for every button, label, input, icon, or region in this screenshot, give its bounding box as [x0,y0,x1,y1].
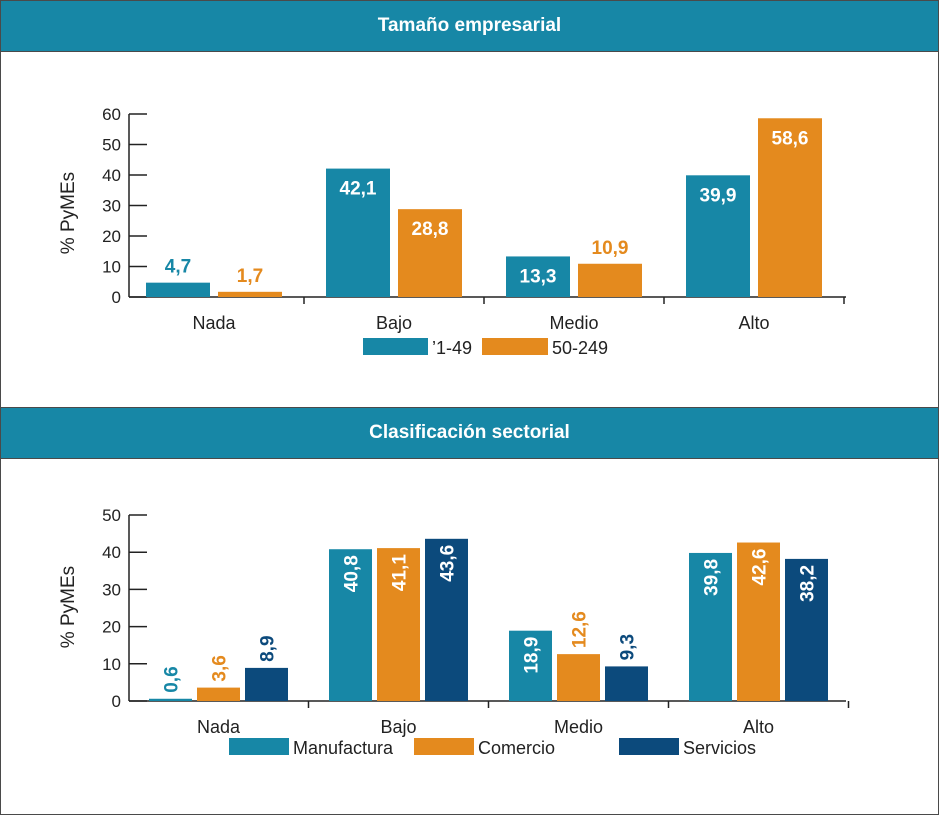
data-label: 1,7 [237,266,263,287]
bar-manufactura-bajo [329,549,372,701]
y-axis-label: % PyMEs [58,566,79,648]
data-label: 0,6 [162,666,183,692]
data-label: 58,6 [772,128,809,149]
y-axis-label: % PyMEs [58,172,79,254]
bar-manufactura-nada [149,698,192,701]
legend-swatch [414,738,474,755]
data-label: 12,6 [570,611,591,648]
data-label: 13,3 [520,266,557,287]
data-label: 4,7 [165,257,191,278]
divider [1,407,938,408]
legend-label: Manufactura [293,738,394,758]
bar-comercio-bajo [377,548,420,701]
data-label: 41,1 [390,554,411,591]
bar-50249-bajo [398,209,462,297]
x-category-label: Alto [738,313,769,333]
legend-swatch [482,338,548,355]
x-category-label: Nada [197,717,241,737]
bar-149-medio [506,256,570,297]
data-label: 42,1 [340,179,377,200]
data-label: 42,6 [750,549,771,586]
bar-servicios-bajo [425,538,468,701]
y-tick-label: 30 [102,580,121,599]
bar-manufactura-medio [509,630,552,701]
legend-swatch [229,738,289,755]
bar-149-alto [686,175,750,297]
x-category-label: Medio [554,717,603,737]
legend-label: ’1-49 [432,338,472,358]
y-tick-label: 10 [102,258,121,277]
y-tick-label: 40 [102,166,121,185]
y-tick-label: 50 [102,136,121,155]
legend-swatch [363,338,428,355]
bar-50249-medio [578,263,642,297]
y-tick-label: 20 [102,227,121,246]
x-category-label: Nada [192,313,236,333]
y-tick-label: 60 [102,105,121,124]
data-label: 39,8 [702,559,723,596]
data-label: 9,3 [618,634,639,660]
bar-50249-alto [758,118,822,298]
x-category-label: Medio [549,313,598,333]
bar-50249-nada [218,291,282,297]
chart-size: 0 10 20 30 40 50 60 % PyMEs Nada 4,7 1,7 Bajo 42,1 28… [58,105,846,358]
bar-manufactura-alto [689,552,732,701]
panel-title-sector: Clasificación sectorial [1,408,938,458]
data-label: 40,8 [342,555,363,592]
chart-sector: 0 10 20 30 40 50 % PyMEs Nada 0,6 3,6 8,9 Bajo 40,8 4… [58,506,850,758]
y-tick-label: 0 [112,692,121,711]
data-label: 43,6 [438,545,459,582]
data-label: 18,9 [522,637,543,674]
data-label: 8,9 [258,635,279,661]
legend-swatch [619,738,679,755]
y-tick-label: 50 [102,506,121,525]
y-tick-label: 20 [102,618,121,637]
y-tick-label: 0 [112,288,121,307]
legend-label: Servicios [683,738,756,758]
bar-comercio-alto [737,542,780,701]
bar-comercio-medio [557,654,600,701]
x-category-label: Bajo [376,313,412,333]
bar-servicios-alto [785,558,828,701]
divider [1,458,938,459]
x-category-label: Bajo [380,717,416,737]
bar-comercio-nada [197,687,240,701]
bar-servicios-nada [245,667,288,701]
x-category-label: Alto [743,717,774,737]
legend-label: Comercio [478,738,555,758]
data-label: 39,9 [700,185,737,206]
data-label: 10,9 [592,238,629,259]
bar-149-bajo [326,168,390,297]
divider [1,51,938,52]
bar-servicios-medio [605,666,648,701]
panel-title-size: Tamaño empresarial [1,1,938,51]
data-label: 28,8 [412,219,449,240]
y-tick-label: 40 [102,543,121,562]
data-label: 3,6 [210,655,231,681]
data-label: 38,2 [798,565,819,602]
y-tick-label: 10 [102,655,121,674]
bar-149-nada [146,282,210,297]
y-tick-label: 30 [102,197,121,216]
legend-label: 50-249 [552,338,608,358]
